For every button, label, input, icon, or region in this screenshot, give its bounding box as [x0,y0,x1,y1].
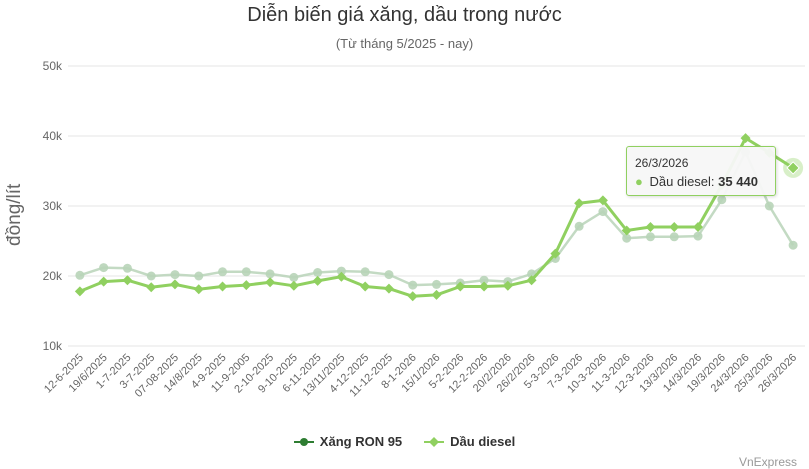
y-tick-label: 50k [43,59,63,73]
data-point-dau-diesel [74,286,85,297]
data-point-dau-diesel [550,248,561,259]
legend-label: Xăng RON 95 [319,434,403,449]
data-point-xang-ron-95 [479,275,489,285]
data-point-xang-ron-95 [289,272,299,282]
data-point-dau-diesel [336,271,347,282]
tooltip-row: ● Dầu diesel: 35 440 [635,174,758,189]
data-point-dau-diesel [312,275,323,286]
data-point-xang-ron-95 [99,263,109,273]
data-point-dau-diesel [288,280,299,291]
tooltip-bullet-icon: ● [635,174,643,189]
data-point-xang-ron-95 [194,271,204,281]
data-point-dau-diesel [693,222,704,232]
hover-point [786,161,800,175]
data-point-dau-diesel [217,281,228,292]
y-tick-label: 20k [43,269,63,283]
data-point-dau-diesel [502,280,513,291]
data-point-xang-ron-95 [313,268,323,277]
data-point-dau-diesel [621,225,632,236]
data-point-dau-diesel [383,283,394,294]
data-point-dau-diesel [645,222,656,232]
data-point-dau-diesel [98,276,109,287]
y-tick-label: 10k [43,339,63,353]
data-point-xang-ron-95 [218,267,228,277]
data-point-xang-ron-95 [598,207,608,217]
data-point-xang-ron-95 [241,267,251,277]
data-point-dau-diesel [122,275,133,286]
legend-line-circle-icon [293,437,314,446]
chart-title: Diễn biến giá xăng, dầu trong nước [247,4,562,26]
data-point-dau-diesel [669,222,680,232]
data-point-dau-diesel [360,281,371,292]
data-point-dau-diesel [265,277,276,288]
data-point-xang-ron-95 [360,267,370,277]
data-point-xang-ron-95 [122,263,132,273]
data-point-xang-ron-95 [384,270,394,280]
data-point-xang-ron-95 [75,270,85,280]
data-point-dau-diesel [407,291,418,302]
tooltip: 26/3/2026 ● Dầu diesel: 35 440 [626,146,776,196]
data-point-dau-diesel [479,281,490,292]
tooltip-value: 35 440 [718,174,758,189]
data-point-xang-ron-95 [408,280,418,290]
tooltip-date: 26/3/2026 [635,156,689,170]
data-point-xang-ron-95 [336,266,346,276]
data-point-xang-ron-95 [788,240,798,250]
data-point-xang-ron-95 [170,270,180,280]
data-point-dau-diesel [146,282,157,293]
tooltip-series: Dầu diesel: [649,174,715,189]
data-point-xang-ron-95 [432,279,441,289]
y-tick-label: 40k [43,129,63,143]
legend-line-diamond-icon [424,436,445,447]
data-point-dau-diesel [574,198,585,209]
legend-item-dau-diesel[interactable]: Dầu diesel [424,434,515,449]
legend-label: Dầu diesel [450,434,516,449]
data-point-xang-ron-95 [693,231,703,241]
data-point-dau-diesel [241,280,252,291]
data-point-dau-diesel [431,289,442,300]
data-point-xang-ron-95 [717,195,727,205]
legend: Xăng RON 95 Dầu diesel [0,434,809,449]
credit: VnExpress [738,455,797,469]
chart-subtitle: (Từ tháng 5/2025 - nay) [335,36,474,51]
data-point-dau-diesel [526,275,537,286]
data-point-dau-diesel [193,284,204,295]
data-point-xang-ron-95 [645,232,655,242]
legend-item-xang-ron-95[interactable]: Xăng RON 95 [293,434,403,449]
data-point-dau-diesel [169,279,180,290]
data-point-dau-diesel [597,195,608,206]
y-tick-label: 30k [43,199,63,213]
data-point-xang-ron-95 [265,269,275,279]
data-point-xang-ron-95 [146,271,156,281]
data-point-xang-ron-95 [622,233,632,243]
data-point-xang-ron-95 [669,232,679,242]
data-point-dau-diesel [455,281,466,292]
data-point-xang-ron-95 [574,221,584,231]
data-point-dau-diesel [740,133,751,144]
data-point-xang-ron-95 [764,201,774,211]
